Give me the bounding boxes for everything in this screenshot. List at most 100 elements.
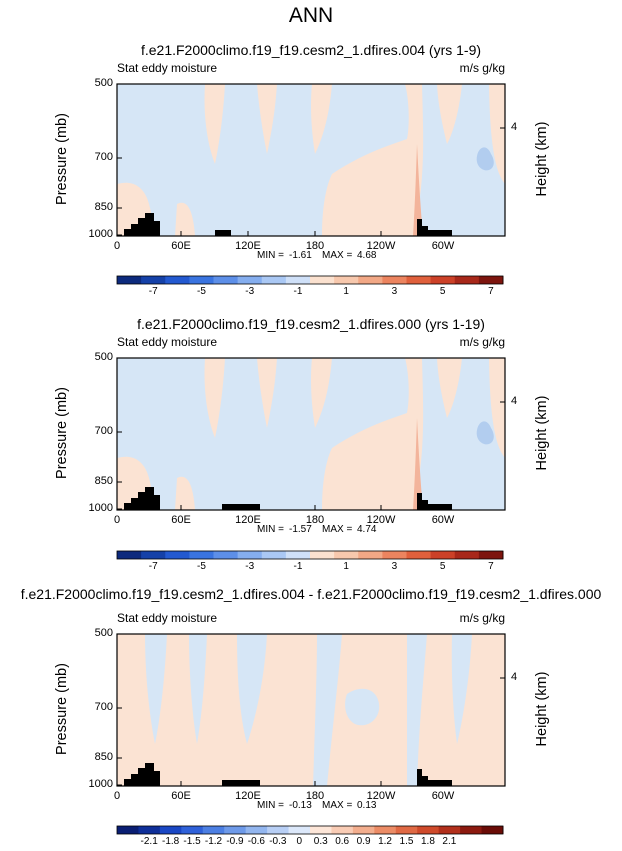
colorbar-swatch: [334, 276, 359, 284]
panel-3-colorbar-label: -2.1: [140, 836, 158, 847]
colorbar-swatch: [141, 276, 166, 284]
panel-1-colorbar-label: -1: [293, 286, 303, 297]
positive-contour: [311, 358, 332, 428]
panel-2-colorbar-label: 7: [488, 561, 494, 572]
panel-3-colorbar-label: 1.5: [399, 836, 414, 847]
panel-3-colorbar-label: -1.5: [183, 836, 201, 847]
panel-1-title: f.e21.F2000climo.f19_f19.cesm2_1.dfires.…: [140, 42, 482, 58]
negative-contour: [189, 634, 207, 744]
colorbar-swatch: [430, 551, 456, 559]
colorbar-swatch: [285, 551, 311, 559]
panel-2-colorbar-label: -1: [293, 561, 303, 572]
panel-2-max-label: MAX =: [322, 524, 353, 535]
colorbar-swatch: [382, 551, 407, 559]
positive-contour: [204, 84, 225, 164]
panel-3-units-label: m/s g/kg: [459, 611, 505, 625]
land-block: [215, 230, 231, 236]
panel-1-colorbar-label: 7: [488, 286, 494, 297]
colorbar-swatch: [406, 276, 432, 284]
colorbar-frame: [116, 550, 504, 560]
colorbar-swatch: [454, 276, 480, 284]
colorbar-swatch: [454, 551, 480, 559]
positive-peak-contour: [413, 144, 423, 236]
colorbar-swatch: [189, 551, 214, 559]
positive-peak-contour: [413, 418, 423, 510]
positive-contour: [204, 358, 225, 438]
panel-1-max-label: MAX =: [322, 250, 353, 261]
field-background: [117, 634, 505, 786]
panel-3-x-tick-label: 120E: [235, 790, 261, 802]
land-block: [417, 493, 422, 510]
colorbar-swatch: [430, 276, 456, 284]
panel-1-y-tick-label: 1000: [88, 228, 113, 240]
panel-2-plot: [116, 357, 506, 511]
panel-2-colorbar-label: -7: [148, 561, 158, 572]
colorbar-swatch: [417, 826, 440, 834]
colorbar-swatch: [310, 551, 335, 559]
panel-3-colorbar-label: -0.6: [247, 836, 265, 847]
panel-3-colorbar-label: 0.6: [335, 836, 350, 847]
panel-3-min-label: MIN =: [257, 800, 284, 811]
positive-contour: [175, 476, 195, 510]
positive-contour: [322, 358, 424, 510]
panel-1-x-tick-label: 60E: [171, 240, 191, 252]
land-block: [422, 776, 428, 786]
panel-3-colorbar-label: 0.9: [356, 836, 371, 847]
land-block: [145, 487, 154, 510]
land-block: [131, 224, 138, 236]
colorbar-swatch: [165, 551, 190, 559]
colorbar-swatch: [395, 826, 418, 834]
panel-2-colorbar-label: 5: [439, 561, 446, 572]
land-block: [428, 504, 452, 510]
panel-1-plot: [116, 83, 506, 237]
panel-1-colorbar: [116, 275, 504, 285]
land-block: [154, 221, 160, 236]
colorbar-swatch: [310, 276, 335, 284]
panel-1-x-tick-label: 120W: [366, 240, 396, 252]
panel-1-y-tick-label: 700: [94, 151, 113, 163]
panel-1-y-tick-label: 500: [94, 77, 113, 89]
colorbar-swatch: [374, 826, 397, 834]
colorbar-swatch: [478, 276, 504, 284]
land-block: [422, 226, 428, 236]
panel-3-x-tick-label: 120W: [366, 790, 396, 802]
colorbar-swatch: [358, 276, 383, 284]
colorbar-swatch: [237, 551, 263, 559]
land-block: [222, 504, 260, 510]
colorbar-swatch: [352, 826, 375, 834]
panel-2-units-label: m/s g/kg: [459, 335, 505, 349]
colorbar-swatch: [117, 276, 142, 284]
panel-1-min-value: -1.61: [289, 250, 312, 261]
positive-contour: [437, 84, 462, 144]
panel-3-colorbar: [116, 825, 504, 835]
panel-2-colorbar-label: 1: [343, 561, 349, 572]
negative-min-contour: [476, 147, 494, 171]
colorbar-swatch: [202, 826, 225, 834]
plot-frame: [116, 633, 506, 787]
panel-2-y-axis-label: Pressure (mb): [54, 387, 70, 479]
panel-3-y-tick-label: 700: [94, 701, 113, 713]
negative-contour: [145, 634, 167, 744]
panel-2-x-tick-label: 180: [305, 514, 325, 526]
panel-3-title: f.e21.F2000climo.f19_f19.cesm2_1.dfires.…: [20, 586, 602, 602]
panel-2-y-tick-label: 500: [94, 351, 113, 363]
panel-3-x-tick-label: 0: [113, 790, 121, 802]
panel-1-colorbar-label: -5: [196, 286, 206, 297]
colorbar-swatch: [334, 551, 359, 559]
colorbar-swatch: [310, 826, 332, 834]
panel-3-y-tick-label: 850: [94, 751, 113, 763]
positive-contour: [311, 84, 332, 154]
panel-2-x-tick-label: 120E: [235, 514, 261, 526]
land-block: [124, 779, 131, 786]
colorbar-swatch: [481, 826, 504, 834]
land-block: [145, 213, 154, 236]
panel-3-colorbar-label: -1.8: [161, 836, 180, 847]
colorbar-swatch: [267, 826, 290, 834]
panel-3-colorbar-label: -0.9: [226, 836, 244, 847]
panel-1-y-axis-label: Pressure (mb): [54, 113, 70, 205]
panel-2-min-value: -1.57: [289, 524, 312, 535]
panel-1-x-tick-label: 120E: [235, 240, 261, 252]
panel-3-colorbar-label: 1.2: [378, 836, 392, 847]
land-block: [422, 500, 428, 510]
colorbar-swatch: [478, 551, 504, 559]
